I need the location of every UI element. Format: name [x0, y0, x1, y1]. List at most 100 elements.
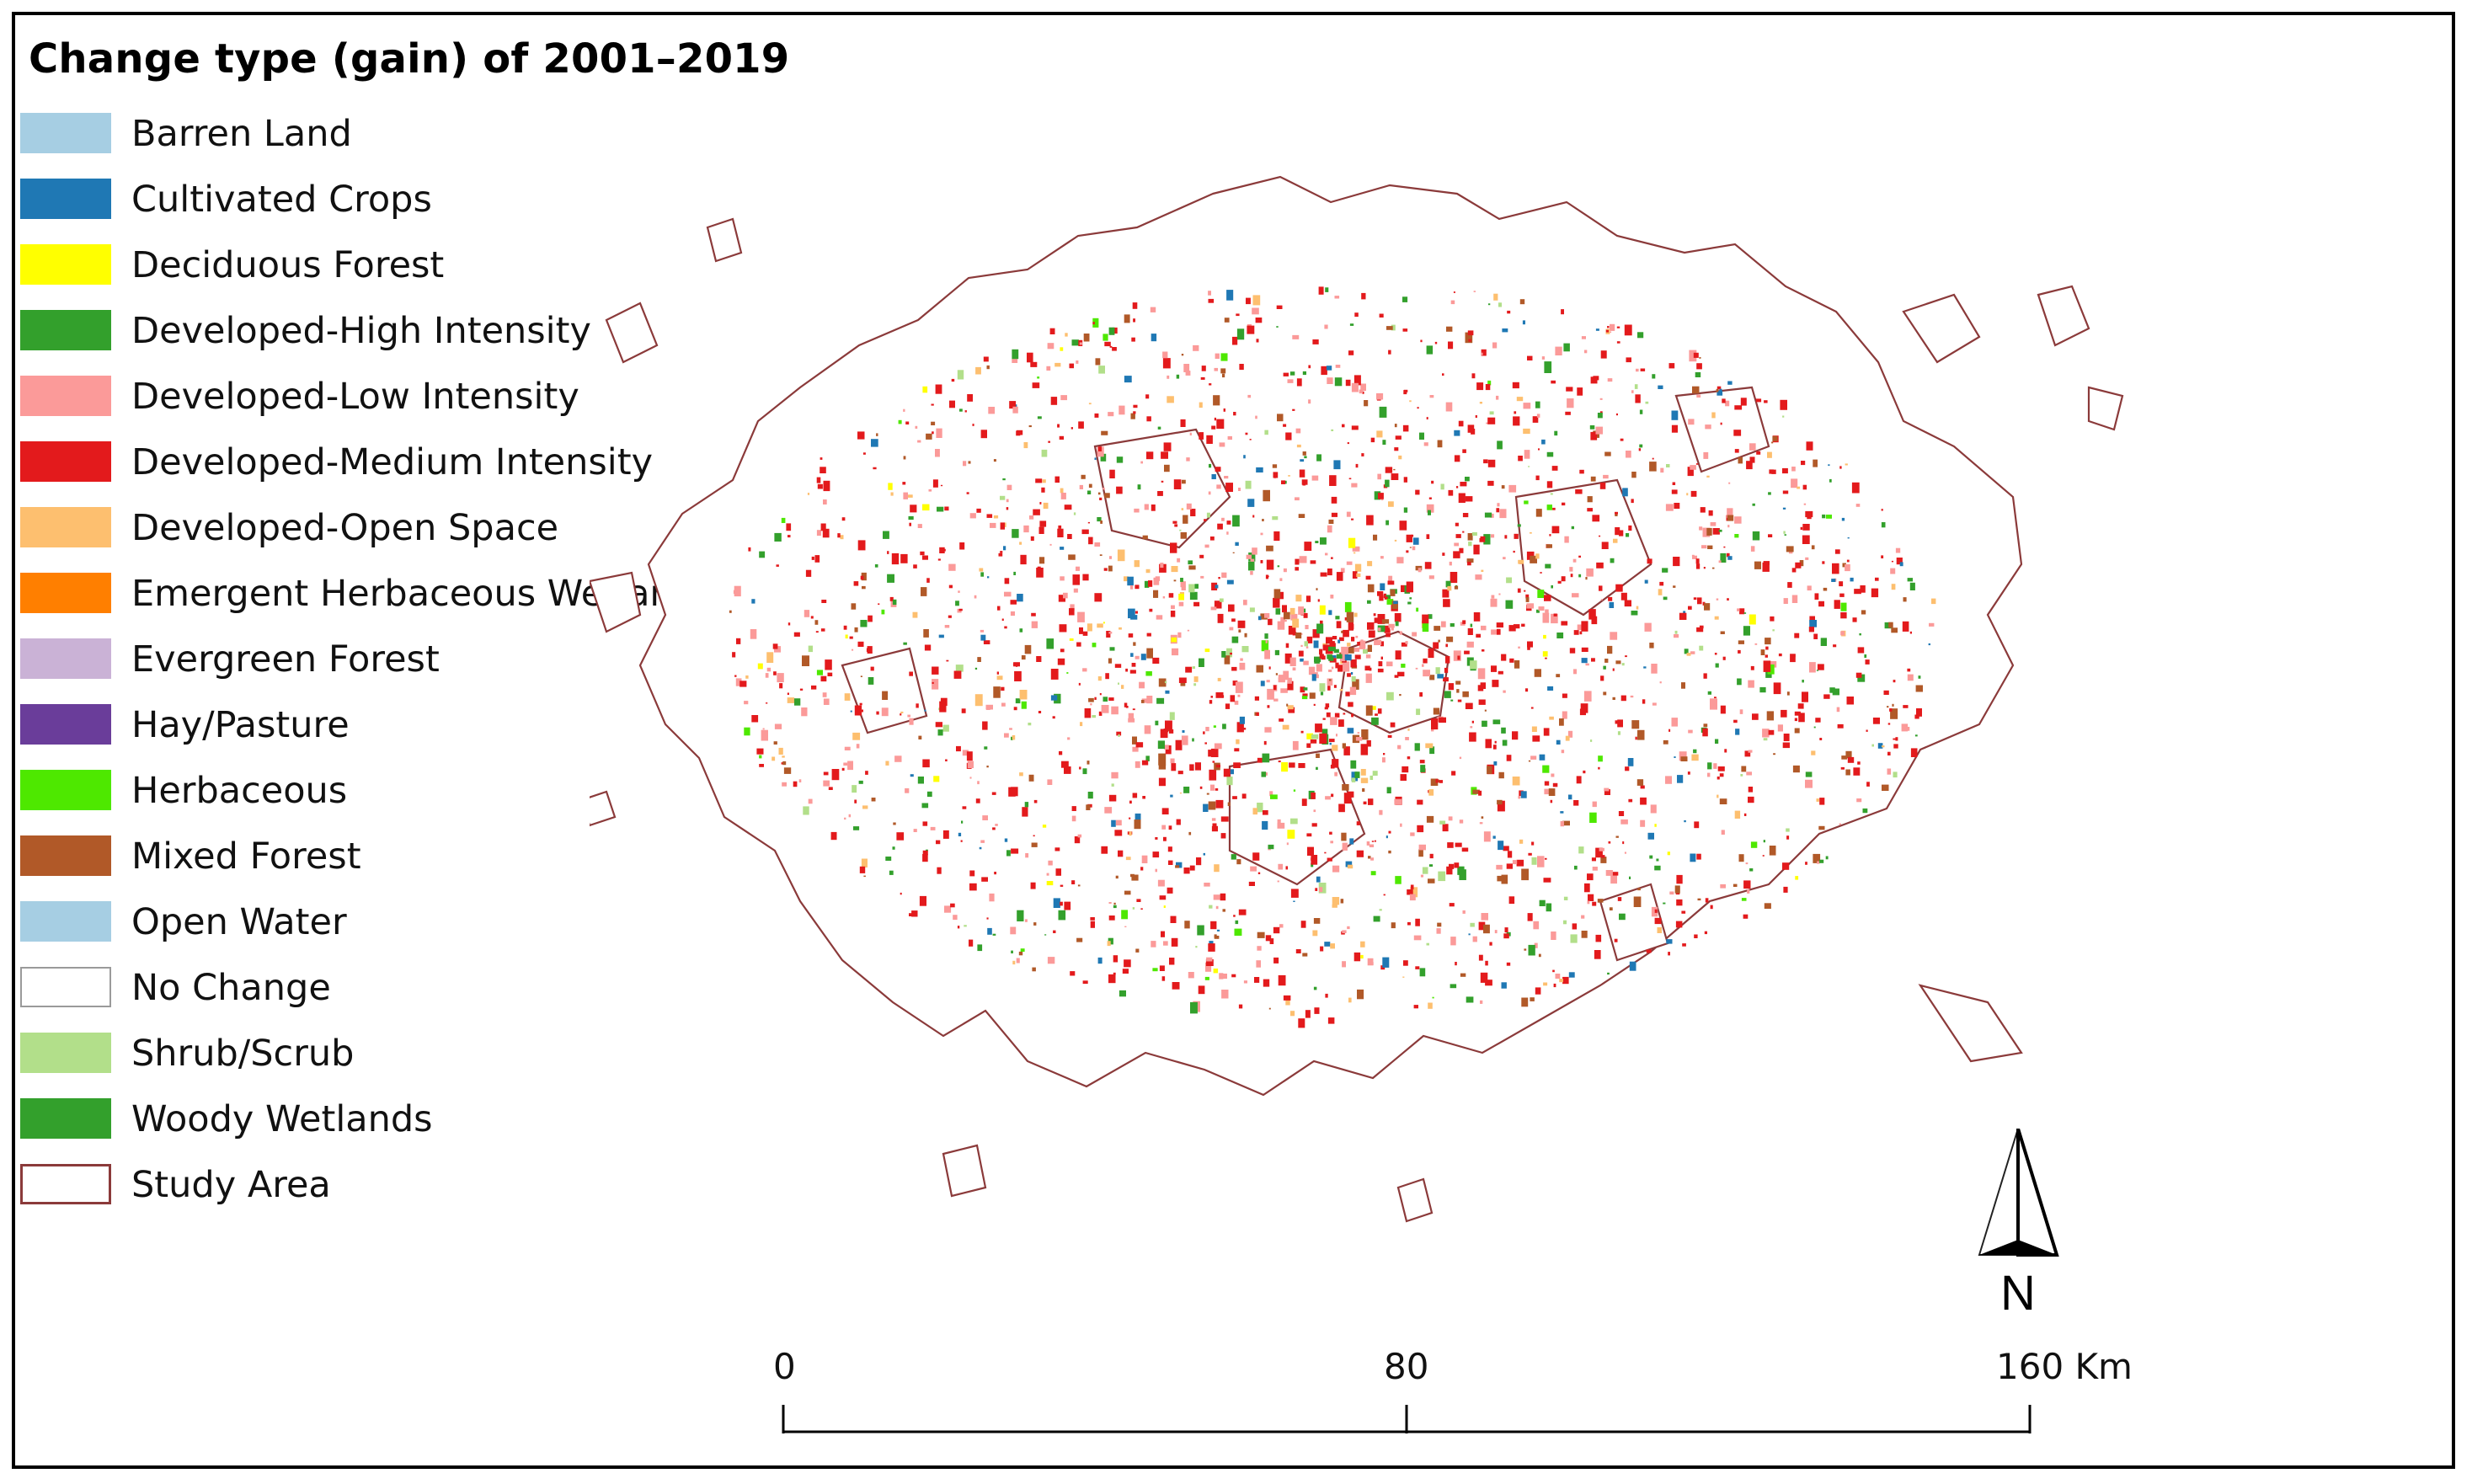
change-pixel — [1733, 883, 1738, 887]
change-pixel — [1504, 927, 1508, 933]
change-pixel — [1501, 982, 1507, 989]
change-pixel — [1306, 636, 1313, 643]
change-pixel — [1070, 604, 1075, 611]
change-pixel — [1631, 611, 1638, 616]
change-pixel — [1402, 766, 1409, 773]
change-pixel — [975, 798, 980, 803]
change-pixel — [1907, 674, 1914, 681]
change-pixel — [1752, 531, 1760, 541]
change-pixel — [995, 824, 998, 826]
change-pixel — [1881, 522, 1886, 528]
change-pixel — [1348, 350, 1354, 355]
change-pixel — [1631, 720, 1640, 729]
change-pixel — [1210, 748, 1219, 757]
change-pixel — [1205, 727, 1209, 732]
change-pixel — [1480, 972, 1488, 983]
change-pixel — [977, 944, 983, 952]
change-pixel — [1082, 768, 1087, 775]
change-pixel — [1300, 644, 1303, 647]
change-pixel — [1287, 379, 1294, 383]
change-pixel — [1167, 887, 1173, 894]
change-pixel — [1272, 464, 1278, 468]
change-pixel — [1060, 488, 1064, 494]
change-pixel — [1393, 601, 1398, 605]
change-pixel — [1071, 815, 1076, 822]
change-pixel — [1257, 803, 1263, 813]
change-pixel — [1146, 451, 1154, 460]
change-pixel — [1273, 698, 1279, 702]
change-pixel — [1311, 793, 1316, 799]
change-pixel — [1312, 629, 1320, 638]
change-pixel — [937, 729, 943, 736]
change-pixel — [1152, 851, 1160, 858]
change-pixel — [1896, 558, 1903, 565]
change-pixel — [974, 694, 983, 707]
change-pixel — [1039, 502, 1042, 504]
change-pixel — [967, 761, 974, 768]
change-pixel — [1206, 512, 1210, 518]
change-pixel — [1334, 713, 1340, 718]
change-pixel — [1145, 569, 1151, 574]
change-pixel — [1208, 291, 1211, 296]
change-pixel — [1332, 904, 1337, 908]
change-pixel — [1388, 501, 1394, 507]
change-pixel — [1243, 728, 1247, 730]
legend-swatch — [20, 1164, 111, 1204]
change-pixel — [1033, 922, 1037, 926]
change-pixel — [944, 506, 949, 511]
change-pixel — [1020, 948, 1025, 952]
change-pixel — [1649, 462, 1657, 472]
change-pixel — [1237, 620, 1246, 628]
change-pixel — [1172, 648, 1179, 656]
change-pixel — [733, 590, 738, 595]
change-pixel — [1133, 411, 1136, 414]
change-pixel — [1454, 455, 1460, 462]
change-pixel — [1516, 397, 1524, 402]
change-pixel — [828, 787, 833, 790]
change-pixel — [1331, 496, 1337, 504]
change-pixel — [1355, 635, 1359, 638]
change-pixel — [1546, 451, 1554, 457]
change-pixel — [985, 704, 993, 710]
change-pixel — [1811, 750, 1816, 755]
change-pixel — [1226, 579, 1234, 585]
change-pixel — [982, 815, 988, 820]
change-pixel — [1595, 847, 1603, 858]
change-pixel — [1104, 807, 1113, 814]
change-pixel — [1668, 952, 1670, 956]
change-pixel — [1473, 544, 1480, 555]
change-pixel — [1627, 758, 1634, 766]
change-pixel — [1465, 496, 1473, 502]
change-pixel — [1128, 718, 1135, 723]
change-pixel — [1380, 499, 1384, 501]
change-pixel — [1549, 534, 1551, 536]
change-pixel — [1733, 430, 1742, 436]
change-pixel — [1247, 394, 1252, 398]
change-pixel — [1543, 878, 1551, 883]
change-pixel — [1252, 808, 1257, 815]
change-pixel — [765, 673, 769, 678]
change-pixel — [1535, 987, 1541, 995]
change-pixel — [1579, 631, 1583, 635]
change-pixel — [1658, 589, 1663, 595]
change-pixel — [1200, 376, 1205, 380]
change-pixel — [993, 515, 999, 519]
change-pixel — [1273, 472, 1279, 478]
change-pixel — [1114, 830, 1123, 836]
change-pixel — [859, 702, 862, 706]
change-pixel — [766, 702, 768, 704]
change-pixel — [1046, 638, 1054, 649]
change-pixel — [1649, 643, 1654, 649]
change-pixel — [1128, 713, 1135, 722]
change-pixel — [1314, 672, 1318, 675]
change-pixel — [1407, 756, 1411, 760]
change-pixel — [1346, 611, 1354, 622]
change-pixel — [1232, 796, 1237, 799]
change-pixel — [1426, 417, 1428, 419]
change-pixel — [1553, 983, 1556, 988]
change-pixel — [1157, 879, 1165, 887]
change-pixel — [1059, 435, 1064, 440]
change-pixel — [1599, 483, 1606, 489]
change-pixel — [1023, 442, 1028, 449]
change-pixel — [926, 791, 932, 798]
